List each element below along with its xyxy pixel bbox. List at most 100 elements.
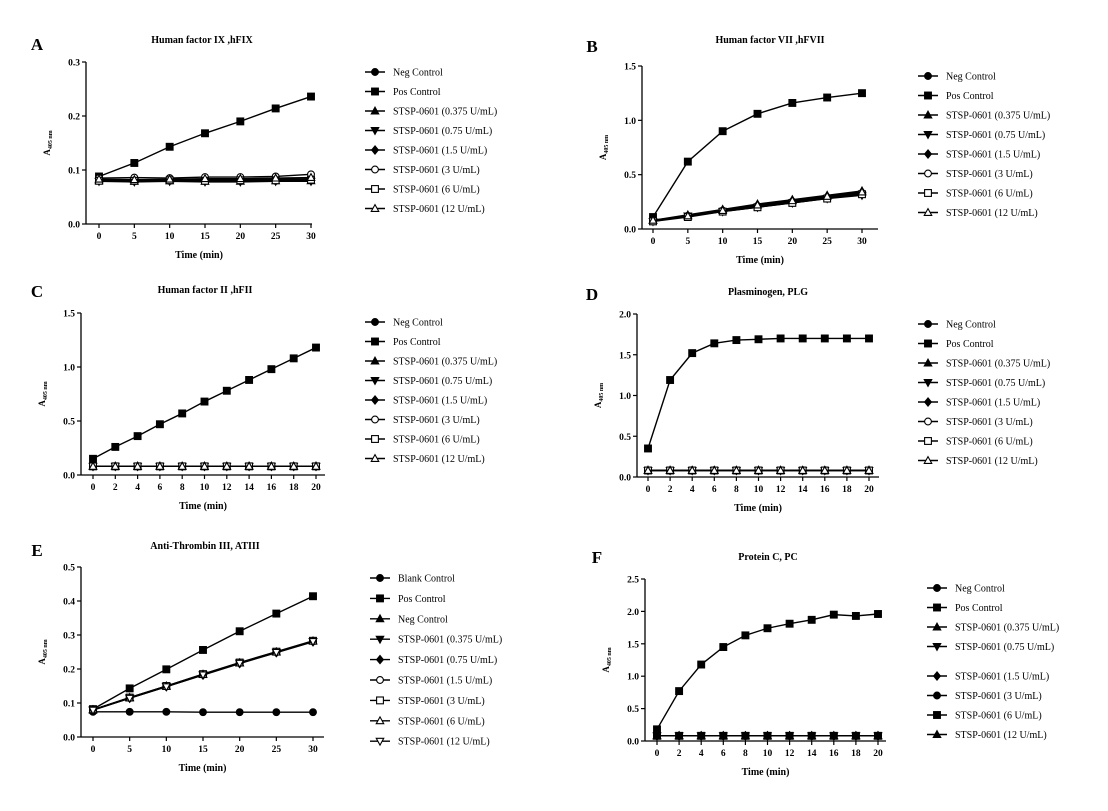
legend-label: STSP-0601 (1.5 U/mL) bbox=[398, 676, 492, 687]
data-point bbox=[267, 365, 276, 374]
y-axis-label: A405 nm bbox=[601, 647, 613, 672]
legend-entry: STSP-0601 (12 U/mL) bbox=[365, 453, 485, 465]
data-point bbox=[851, 730, 861, 740]
data-point bbox=[270, 173, 281, 182]
data-point bbox=[807, 615, 816, 624]
legend-label: Blank Control bbox=[398, 574, 455, 585]
y-tick-label: 1.5 bbox=[63, 310, 75, 320]
legend-marker bbox=[371, 337, 379, 346]
legend-marker bbox=[933, 603, 941, 612]
series-0 bbox=[89, 707, 317, 717]
y-tick-label: 0.0 bbox=[627, 738, 639, 748]
legend-entry: STSP-0601 (1.5 U/mL) bbox=[918, 149, 1040, 161]
data-point bbox=[643, 465, 653, 474]
data-point bbox=[820, 334, 829, 343]
data-point bbox=[829, 730, 839, 740]
legend-label: STSP-0601 (0.375 U/mL) bbox=[946, 359, 1050, 370]
y-axis-label-sub: 405 nm bbox=[599, 383, 605, 402]
legend-entry: STSP-0601 (0.375 U/mL) bbox=[918, 357, 1050, 370]
legend-label: STSP-0601 (6 U/mL) bbox=[398, 716, 485, 727]
x-axis-label: Time (min) bbox=[736, 255, 784, 266]
data-point bbox=[787, 195, 798, 205]
legend-label: Pos Control bbox=[946, 339, 994, 350]
data-point bbox=[785, 619, 794, 628]
panel-a: A Human factor IX ,hFIX 0.0 0.1 0.2 0.3 0 5 10 15… bbox=[31, 35, 497, 261]
legend-label: STSP-0601 (1.5 U/mL) bbox=[393, 396, 487, 407]
data-point bbox=[776, 334, 785, 343]
series-7 bbox=[652, 730, 883, 740]
y-tick-label: 1.5 bbox=[627, 640, 639, 650]
series-7 bbox=[88, 461, 321, 470]
y-tick-label: 2.5 bbox=[627, 576, 639, 586]
legend-label: STSP-0601 (0.75 U/mL) bbox=[393, 126, 492, 137]
legend-marker bbox=[370, 355, 380, 365]
x-tick-label: 15 bbox=[200, 232, 210, 242]
legend-marker bbox=[376, 676, 384, 684]
legend-marker bbox=[924, 72, 932, 80]
legend-label: STSP-0601 (12 U/mL) bbox=[398, 737, 490, 748]
x-axis-label: Time (min) bbox=[179, 763, 227, 774]
legend-label: STSP-0601 (0.375 U/mL) bbox=[393, 107, 497, 118]
legend-marker bbox=[933, 584, 941, 592]
legend-marker bbox=[923, 397, 933, 407]
data-point bbox=[644, 444, 652, 453]
legend-marker bbox=[371, 185, 379, 193]
legend-entry: STSP-0601 (1.5 U/mL) bbox=[927, 671, 1049, 683]
data-point bbox=[129, 174, 140, 184]
legend-entry: STSP-0601 (3 U/mL) bbox=[918, 169, 1033, 180]
legend-marker bbox=[923, 109, 933, 119]
legend-label: STSP-0601 (12 U/mL) bbox=[393, 454, 485, 465]
legend-marker bbox=[370, 145, 380, 155]
legend-label: STSP-0601 (12 U/mL) bbox=[946, 208, 1038, 219]
data-point bbox=[823, 93, 832, 102]
data-point bbox=[164, 174, 175, 183]
data-point bbox=[709, 465, 719, 474]
data-point bbox=[754, 335, 763, 344]
legend-label: STSP-0601 (0.75 U/mL) bbox=[946, 378, 1045, 389]
data-point bbox=[732, 336, 741, 345]
y-tick-label: 1.5 bbox=[624, 63, 636, 73]
data-point bbox=[717, 205, 728, 214]
x-tick-label: 25 bbox=[272, 745, 282, 755]
legend-entry: Neg Control bbox=[365, 68, 443, 79]
legend-label: Pos Control bbox=[398, 594, 446, 605]
legend-entry: STSP-0601 (0.75 U/mL) bbox=[918, 130, 1045, 141]
legend-entry: STSP-0601 (3 U/mL) bbox=[918, 417, 1033, 428]
legend-entry: STSP-0601 (0.375 U/mL) bbox=[370, 635, 502, 646]
y-tick-label: 0.5 bbox=[63, 564, 75, 574]
series-1 bbox=[95, 92, 315, 181]
x-tick-label: 10 bbox=[200, 483, 210, 493]
y-tick-label: 0.0 bbox=[63, 734, 75, 744]
legend-label: STSP-0601 (6 U/mL) bbox=[955, 711, 1042, 722]
y-tick-label: 2.0 bbox=[627, 608, 639, 618]
legend-entry: STSP-0601 (3 U/mL) bbox=[365, 415, 480, 426]
legend-entry: STSP-0601 (3 U/mL) bbox=[365, 165, 480, 176]
data-point bbox=[865, 334, 873, 343]
legend-marker bbox=[932, 729, 942, 738]
legend-entry: Neg Control bbox=[370, 613, 448, 625]
legend-marker bbox=[375, 715, 385, 725]
legend-marker bbox=[371, 435, 379, 443]
data-point bbox=[842, 465, 852, 474]
x-tick-label: 18 bbox=[289, 483, 299, 493]
x-tick-label: 18 bbox=[851, 749, 861, 759]
legend-marker bbox=[924, 320, 932, 328]
x-tick-label: 10 bbox=[718, 237, 728, 247]
legend-label: STSP-0601 (1.5 U/mL) bbox=[393, 146, 487, 157]
data-point bbox=[199, 708, 207, 717]
x-tick-label: 30 bbox=[857, 237, 867, 247]
legend-marker bbox=[924, 189, 932, 197]
legend-label: STSP-0601 (1.5 U/mL) bbox=[946, 398, 1040, 409]
legend-label: STSP-0601 (0.75 U/mL) bbox=[398, 655, 497, 666]
legend-entry: Neg Control bbox=[927, 584, 1005, 595]
data-point bbox=[697, 660, 706, 669]
legend-label: STSP-0601 (6 U/mL) bbox=[946, 437, 1033, 448]
y-tick-label: 0.2 bbox=[68, 113, 80, 123]
legend-label: STSP-0601 (3 U/mL) bbox=[946, 417, 1033, 428]
data-point bbox=[652, 730, 662, 740]
x-tick-label: 30 bbox=[308, 745, 318, 755]
x-tick-label: 5 bbox=[127, 745, 132, 755]
legend-entry: STSP-0601 (12 U/mL) bbox=[365, 203, 485, 215]
legend-entry: Blank Control bbox=[370, 574, 455, 585]
